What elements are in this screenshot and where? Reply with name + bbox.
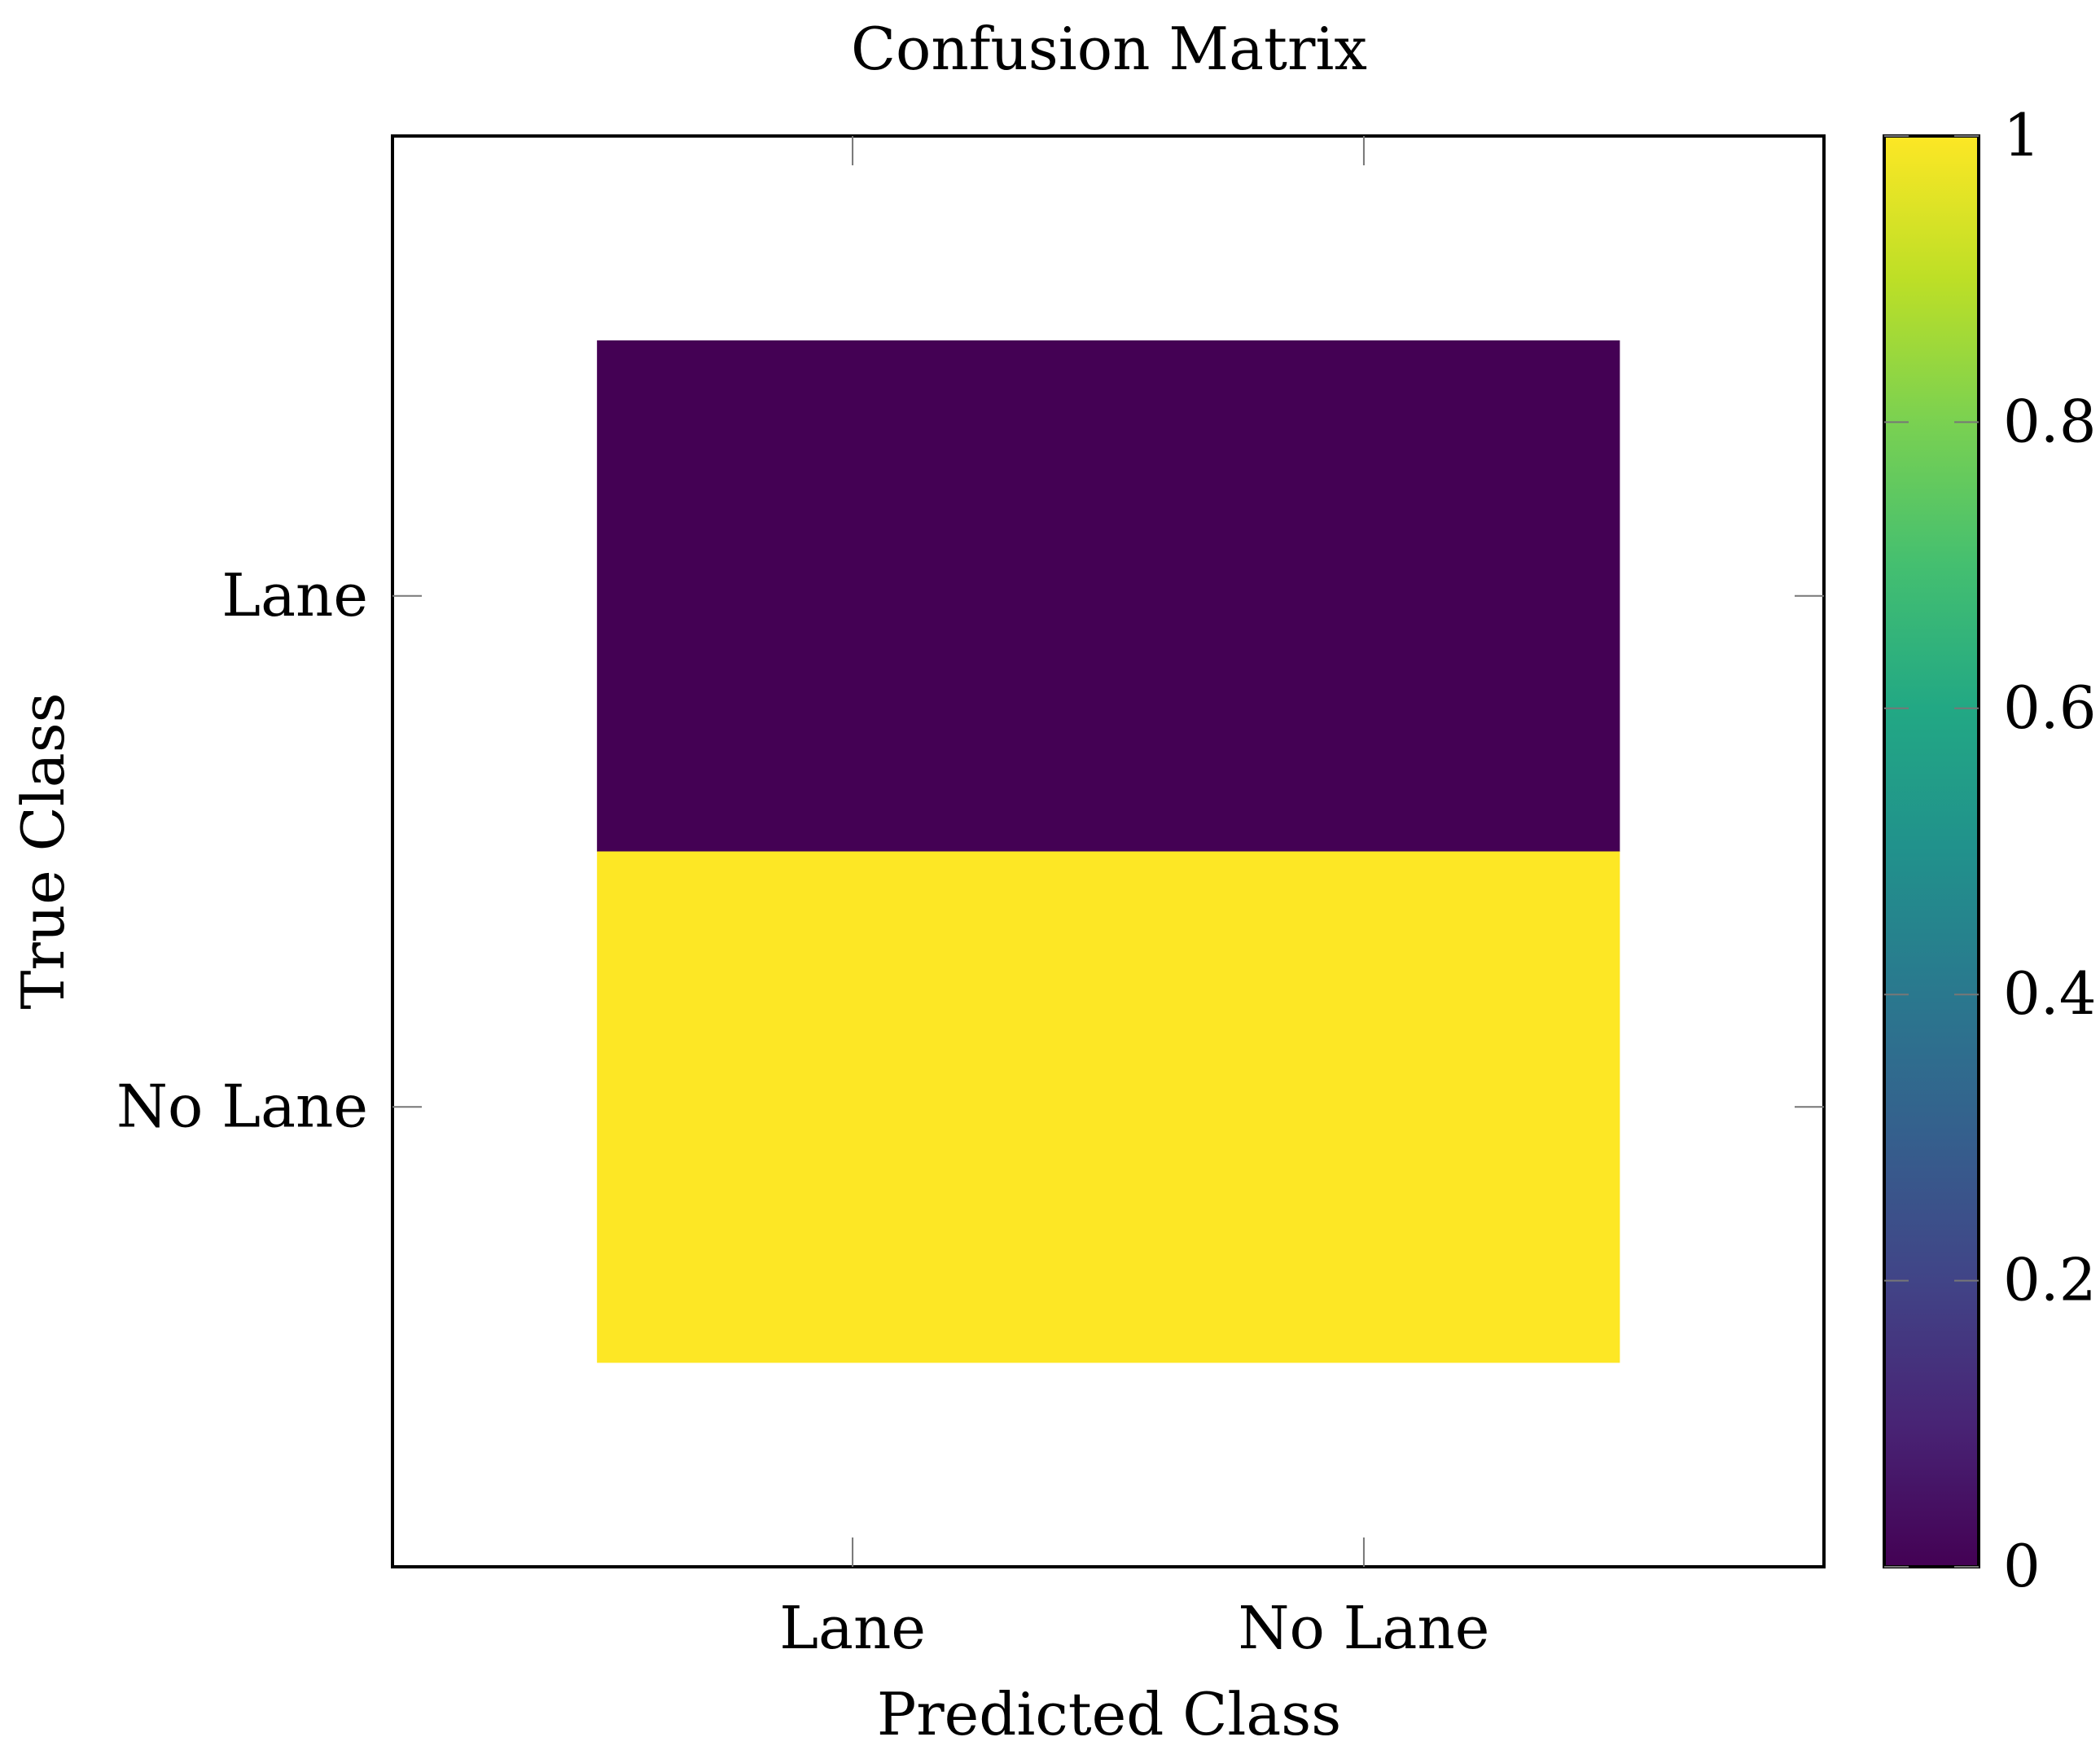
y-tick-label: No Lane — [116, 1072, 368, 1140]
y-tick-label: Lane — [221, 561, 368, 629]
heatmap-cell-1-2 — [1108, 340, 1620, 852]
heatmap-cell-1-1 — [597, 340, 1109, 852]
colorbar-tick-label: 0 — [2003, 1532, 2041, 1600]
colorbar-ticks: 0 0.2 0.4 0.6 0.8 1 — [1884, 101, 2097, 1600]
colorbar-tick-label: 0.4 — [2003, 959, 2097, 1028]
x-tick-label: No Lane — [1238, 1594, 1489, 1662]
x-axis: Lane No Lane — [779, 136, 1489, 1662]
heatmap-cell-2-2 — [1108, 851, 1620, 1363]
colorbar — [1883, 134, 1980, 1568]
x-tick-label: Lane — [779, 1594, 926, 1662]
colorbar-tick-label: 0.8 — [2003, 387, 2097, 455]
plot-frame — [391, 134, 1826, 1568]
y-axis: Lane No Lane — [116, 561, 1824, 1140]
colorbar-tick-label: 1 — [2003, 101, 2041, 169]
heatmap-cells — [597, 340, 1620, 1363]
y-axis-label: True Class — [9, 692, 77, 1009]
x-axis-label: Predicted Class — [877, 1680, 1341, 1748]
heatmap-cell-2-1 — [597, 851, 1109, 1363]
colorbar-tick-label: 0.6 — [2003, 673, 2097, 742]
colorbar-tick-label: 0.2 — [2003, 1246, 2097, 1314]
chart-title: Confusion Matrix — [851, 15, 1367, 83]
